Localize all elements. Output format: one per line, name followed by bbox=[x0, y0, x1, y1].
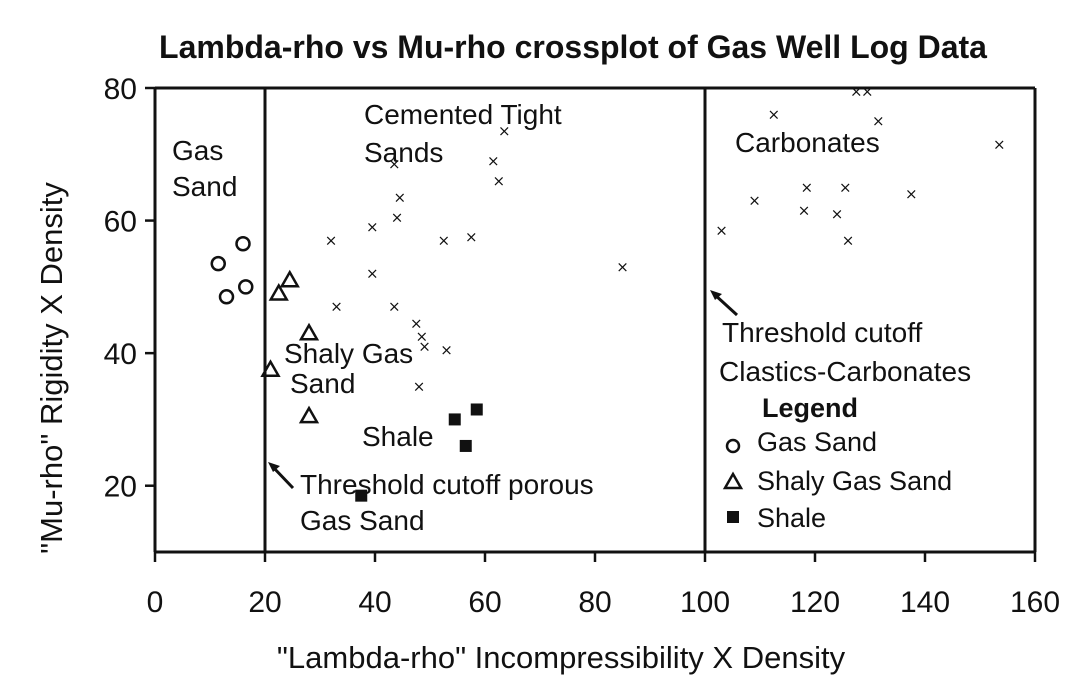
x-marker-point: × bbox=[418, 338, 431, 356]
x-marker-point: × bbox=[798, 202, 811, 220]
x-marker-point: × bbox=[872, 112, 885, 130]
x-marker-point: × bbox=[325, 231, 338, 249]
legend-shaly-gas-sand-label: Shaly Gas Sand bbox=[757, 466, 952, 496]
x-marker-point: × bbox=[413, 377, 426, 395]
x-marker-point: × bbox=[850, 82, 863, 100]
x-marker-point: × bbox=[388, 298, 401, 316]
legend-shale-label: Shale bbox=[757, 503, 826, 533]
legend-triangle-marker bbox=[722, 471, 744, 490]
cutoff-lines bbox=[263, 88, 707, 552]
y-axis-label: "Mu-rho" Rigidity X Density bbox=[34, 182, 69, 554]
shale-point bbox=[459, 439, 472, 452]
x-marker-point: × bbox=[748, 192, 761, 210]
legend-square-marker bbox=[727, 511, 739, 523]
x-tick-label: 40 bbox=[358, 586, 391, 619]
legend-circle-marker bbox=[725, 438, 741, 454]
x-marker-point: × bbox=[616, 258, 629, 276]
carbonates-region-label: Carbonates bbox=[735, 127, 880, 158]
x-tick-label: 80 bbox=[578, 586, 611, 619]
gas-sand-point bbox=[235, 236, 251, 252]
x-tick-label: 100 bbox=[680, 586, 730, 619]
x-marker-point: × bbox=[393, 188, 406, 206]
shaly-gas-sand-point bbox=[268, 282, 289, 301]
x-marker-point: × bbox=[388, 155, 401, 173]
shaly-gas-sand-point bbox=[260, 359, 281, 377]
chart-title: Lambda-rho vs Mu-rho crossplot of Gas We… bbox=[159, 29, 987, 65]
threshold-porous-label-line-1: Threshold cutoff porous bbox=[300, 469, 594, 500]
cemented-tight-sands-label-line-1: Cemented Tight bbox=[364, 99, 562, 130]
threshold-clastics-label-line-1: Threshold cutoff bbox=[722, 317, 922, 348]
region-labels: Gas Sand Cemented Tight Sands Carbonates… bbox=[172, 99, 971, 536]
x-tick-label: 0 bbox=[147, 586, 164, 619]
x-marker-point: × bbox=[415, 328, 428, 346]
y-tick-label: 80 bbox=[104, 73, 137, 106]
arrowhead-clastics-cutoff bbox=[710, 290, 722, 300]
axis-ticks: 0 20 40 60 80 100 120 140 160 20 40 60 80 bbox=[104, 73, 1060, 619]
x-marker-point: × bbox=[715, 222, 728, 240]
x-marker-point: × bbox=[842, 231, 855, 249]
x-tick-label: 160 bbox=[1010, 586, 1060, 619]
x-marker-point: × bbox=[366, 218, 379, 236]
gas-sand-region-label-line-1: Gas bbox=[172, 135, 223, 166]
cemented-tight-sands-label-line-2: Sands bbox=[364, 137, 443, 168]
threshold-clastics-label-line-2: Clastics-Carbonates bbox=[719, 356, 971, 387]
y-tick-label: 40 bbox=[104, 338, 137, 371]
x-marker-point: × bbox=[487, 152, 500, 170]
x-marker-point: × bbox=[861, 82, 874, 100]
data-points: ××××××× ×××× ××× ×××××××××××××××××× bbox=[210, 82, 1006, 502]
legend-gas-sand-label: Gas Sand bbox=[757, 427, 877, 457]
x-marker-point: × bbox=[993, 135, 1006, 153]
x-marker-point: × bbox=[410, 314, 423, 332]
x-tick-label: 120 bbox=[790, 586, 840, 619]
shale-region-label: Shale bbox=[362, 421, 434, 452]
annotation-arrows bbox=[268, 290, 739, 490]
x-marker-point: × bbox=[492, 172, 505, 190]
x-marker-point: × bbox=[839, 178, 852, 196]
y-tick-label: 60 bbox=[104, 206, 137, 239]
x-marker-point: × bbox=[800, 178, 813, 196]
x-marker-point: × bbox=[465, 228, 478, 246]
shaly-gas-sand-label-line-2: Sand bbox=[290, 368, 355, 399]
x-marker-point: × bbox=[437, 231, 450, 249]
legend-title: Legend bbox=[762, 393, 858, 423]
x-tick-label: 60 bbox=[468, 586, 501, 619]
shale-point bbox=[470, 403, 483, 416]
x-marker-point: × bbox=[391, 208, 404, 226]
x-marker-point: × bbox=[905, 185, 918, 203]
plot-frame bbox=[153, 86, 1037, 554]
shaly-gas-sand-point bbox=[298, 405, 320, 424]
shaly-gas-sand-label-line-1: Shaly Gas bbox=[284, 338, 413, 369]
x-marker-point: × bbox=[831, 205, 844, 223]
x-marker-point: × bbox=[366, 265, 379, 283]
arrowhead-porous-cutoff bbox=[268, 462, 280, 472]
shaly-gas-sand-point bbox=[279, 269, 300, 288]
shale-point bbox=[448, 413, 461, 426]
gas-sand-point bbox=[218, 289, 235, 305]
shaly-gas-sand-point bbox=[298, 322, 320, 341]
x-marker-point: × bbox=[330, 298, 343, 316]
y-tick-label: 20 bbox=[104, 471, 137, 504]
x-marker-point: × bbox=[498, 122, 511, 140]
x-tick-label: 140 bbox=[900, 586, 950, 619]
gas-sand-region-label-line-2: Sand bbox=[172, 171, 237, 202]
x-axis-label: "Lambda-rho" Incompressibility X Density bbox=[277, 640, 846, 675]
threshold-porous-label-line-2: Gas Sand bbox=[300, 505, 425, 536]
shale-point bbox=[355, 489, 368, 502]
x-marker-point: × bbox=[440, 341, 453, 359]
x-marker-point: × bbox=[767, 106, 780, 124]
legend: Legend Gas Sand Shaly Gas Sand Shale bbox=[722, 393, 952, 533]
x-tick-label: 20 bbox=[248, 586, 281, 619]
gas-sand-point bbox=[238, 279, 254, 295]
gas-sand-point bbox=[210, 255, 226, 272]
